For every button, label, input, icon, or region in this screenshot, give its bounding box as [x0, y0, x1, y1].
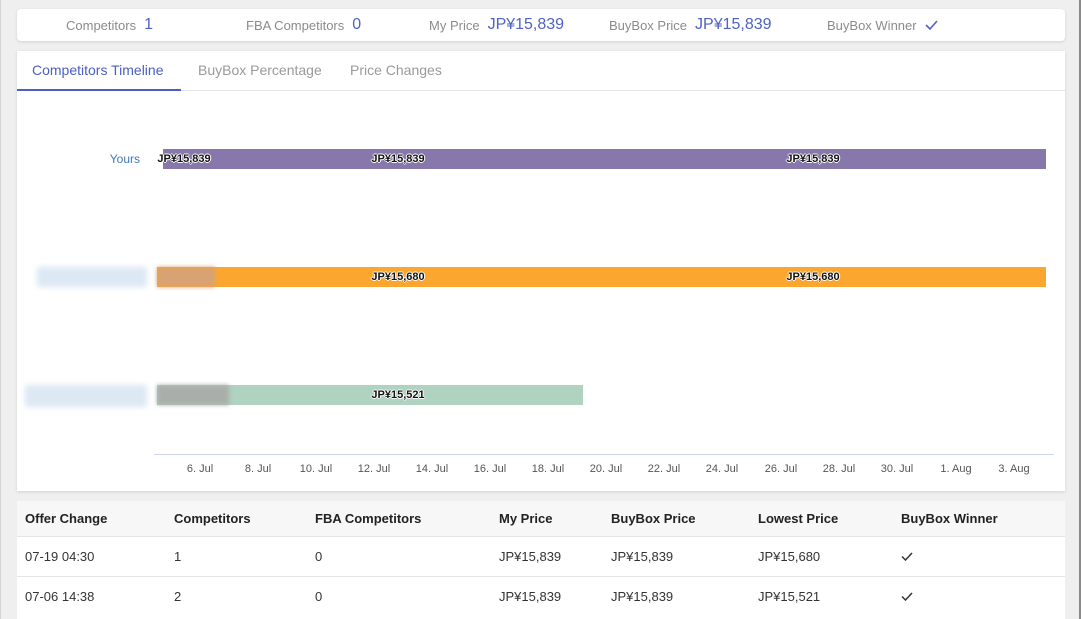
stat-my-price-label: My Price	[429, 17, 480, 33]
bar-label: JP¥15,839	[157, 153, 211, 165]
tab-buybox-percentage[interactable]: BuyBox Percentage	[198, 62, 322, 78]
stat-buybox-price-value: JP¥15,839	[695, 16, 772, 33]
stat-fba-competitors: FBA Competitors 0	[246, 9, 361, 41]
cell-buybox-price: JP¥15,839	[611, 588, 674, 604]
stat-my-price-value: JP¥15,839	[487, 16, 565, 33]
cell-my-price: JP¥15,839	[499, 548, 562, 564]
row-label-yours[interactable]: Yours	[109, 152, 140, 166]
x-tick-label: 16. Jul	[473, 463, 507, 475]
row-label-redacted[interactable]	[25, 385, 147, 407]
x-tick-label: 26. Jul	[764, 463, 798, 475]
stat-my-price: My Price JP¥15,839	[429, 9, 564, 41]
stat-competitors-value: 1	[144, 16, 153, 33]
window-scrollbar[interactable]	[1079, 0, 1081, 619]
cell-offer-change: 07-19 04:30	[25, 548, 95, 564]
table-header-row: Offer Change Competitors FBA Competitors…	[17, 501, 1065, 536]
cell-buybox-winner	[893, 536, 1065, 576]
x-tick-label: 24. Jul	[705, 463, 739, 475]
x-tick-label: 18. Jul	[531, 463, 565, 475]
chart-tabs: Competitors Timeline BuyBox Percentage P…	[17, 51, 1065, 91]
x-axis-line	[154, 454, 1054, 455]
stat-competitors: Competitors 1	[66, 9, 153, 41]
stat-fba-competitors-value: 0	[352, 16, 362, 33]
window-left-edge	[0, 0, 1, 619]
bar-label: JP¥15,839	[786, 153, 840, 165]
stat-fba-competitors-label: FBA Competitors	[246, 17, 345, 33]
check-icon	[901, 592, 913, 601]
row-label-redacted[interactable]	[37, 267, 147, 287]
offer-change-table: Offer Change Competitors FBA Competitors…	[17, 501, 1065, 619]
x-tick-label: 1. Aug	[940, 463, 972, 475]
bar-label: JP¥15,839	[371, 153, 425, 165]
cell-competitors: 2	[174, 588, 182, 604]
stat-buybox-price-label: BuyBox Price	[609, 17, 688, 33]
stat-competitors-label: Competitors	[66, 17, 137, 33]
tab-price-changes[interactable]: Price Changes	[350, 62, 442, 78]
redacted-seller-mark	[157, 267, 215, 287]
competitors-timeline-chart: Yours JP¥15,839 JP¥15,839 JP¥15,839 JP¥1…	[17, 92, 1065, 491]
timeline-bar-yours[interactable]	[163, 149, 1046, 169]
tab-competitors-timeline[interactable]: Competitors Timeline	[32, 62, 164, 78]
stat-buybox-winner-label: BuyBox Winner	[827, 17, 917, 33]
cell-buybox-winner	[893, 576, 1065, 616]
cell-my-price: JP¥15,839	[499, 588, 562, 604]
bar-label: JP¥15,680	[786, 271, 840, 283]
column-header-buybox-price[interactable]: BuyBox Price	[611, 510, 696, 526]
column-header-buybox-winner[interactable]: BuyBox Winner	[901, 510, 998, 526]
cell-lowest-price: JP¥15,680	[758, 548, 821, 564]
x-tick-label: 12. Jul	[357, 463, 391, 475]
x-tick-label: 6. Jul	[186, 463, 214, 475]
stat-buybox-price: BuyBox Price JP¥15,839	[609, 9, 772, 41]
x-tick-label: 30. Jul	[880, 463, 914, 475]
x-tick-label: 14. Jul	[415, 463, 449, 475]
x-tick-label: 8. Jul	[244, 463, 272, 475]
table-row[interactable]: 07-06 14:38 2 0 JP¥15,839 JP¥15,839 JP¥1…	[17, 576, 1065, 616]
x-tick-label: 22. Jul	[647, 463, 681, 475]
cell-lowest-price: JP¥15,521	[758, 588, 821, 604]
x-tick-label: 20. Jul	[589, 463, 623, 475]
timeline-bar-competitor[interactable]	[157, 267, 1046, 287]
check-icon	[901, 551, 913, 561]
chart-panel: Competitors Timeline BuyBox Percentage P…	[17, 51, 1065, 491]
timeline-bar-competitor[interactable]	[157, 385, 583, 405]
cell-buybox-price: JP¥15,839	[611, 548, 674, 564]
cell-fba-competitors: 0	[315, 548, 323, 564]
cell-fba-competitors: 0	[315, 588, 323, 604]
bar-label: JP¥15,680	[371, 271, 425, 283]
column-header-offer-change[interactable]: Offer Change	[25, 510, 108, 526]
x-tick-label: 28. Jul	[822, 463, 856, 475]
cell-competitors: 1	[174, 548, 182, 564]
check-icon	[925, 20, 938, 30]
stat-buybox-winner: BuyBox Winner	[827, 9, 938, 41]
x-tick-label: 10. Jul	[299, 463, 333, 475]
active-tab-indicator	[17, 89, 181, 91]
bar-label: JP¥15,521	[371, 389, 425, 401]
column-header-lowest-price[interactable]: Lowest Price	[758, 510, 839, 526]
redacted-seller-mark	[157, 385, 229, 405]
stats-summary-bar: Competitors 1 FBA Competitors 0 My Price…	[17, 9, 1065, 41]
column-header-my-price[interactable]: My Price	[499, 510, 553, 526]
cell-offer-change: 07-06 14:38	[25, 588, 95, 604]
x-tick-label: 3. Aug	[998, 463, 1030, 475]
table-row[interactable]: 07-19 04:30 1 0 JP¥15,839 JP¥15,839 JP¥1…	[17, 536, 1065, 576]
column-header-fba-competitors[interactable]: FBA Competitors	[315, 510, 422, 526]
column-header-competitors[interactable]: Competitors	[174, 510, 251, 526]
